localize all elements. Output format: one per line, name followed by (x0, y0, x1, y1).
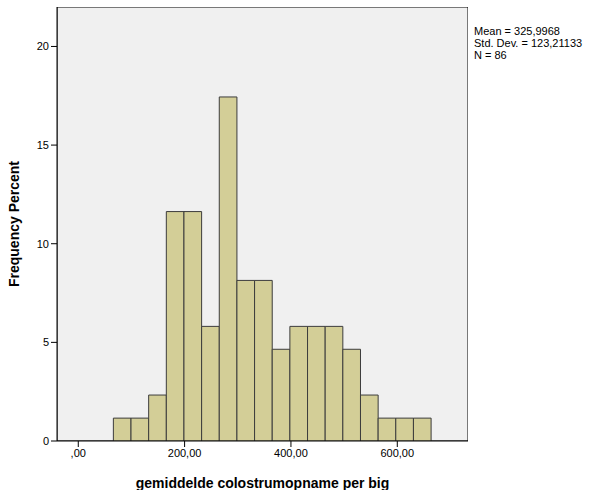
html-text:Mean = 325,9968: Mean = 325,9968 (474, 25, 560, 37)
svg-text:5: 5 (43, 336, 49, 348)
html-text:Std. Dev. = 123,21133: Std. Dev. = 123,21133 (474, 37, 583, 49)
svg-text:,00: ,00 (71, 447, 86, 459)
svg-text:15: 15 (37, 139, 49, 151)
svg-text:200,00: 200,00 (168, 447, 202, 459)
svg-text:10: 10 (37, 238, 49, 250)
svg-text:Frequency Percent: Frequency Percent (8, 161, 22, 287)
html-text:N = 86: N = 86 (474, 49, 507, 61)
svg-text:0: 0 (43, 435, 49, 447)
svg-text:gemiddelde colostrumopname per: gemiddelde colostrumopname per big (136, 475, 390, 490)
svg-text:20: 20 (37, 40, 49, 52)
svg-text:400,00: 400,00 (274, 447, 308, 459)
svg-text:600,00: 600,00 (380, 447, 414, 459)
